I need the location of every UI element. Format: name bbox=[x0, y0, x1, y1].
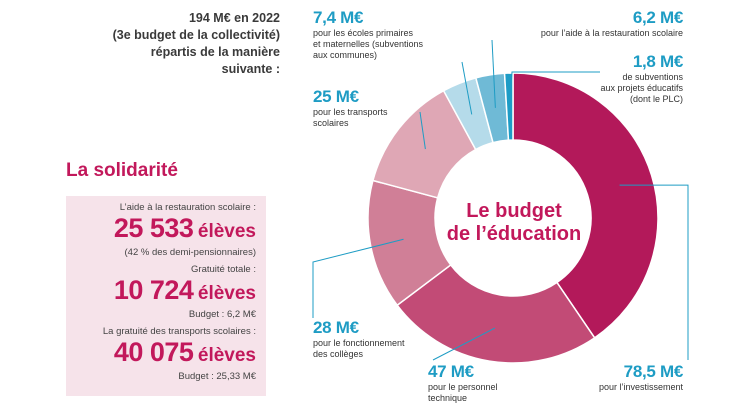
slice-desc: aux communes) bbox=[313, 50, 378, 60]
leader-line-investissement bbox=[619, 184, 689, 360]
leader-line-restauration bbox=[491, 39, 496, 108]
donut-slice-personnel bbox=[396, 263, 596, 364]
callout-investissement: 78,5 M€ pour l’investissement bbox=[599, 362, 683, 393]
solidarity-note: (42 % des demi-pensionnaires) bbox=[124, 247, 256, 258]
donut-center-line-2: de l’éducation bbox=[446, 223, 582, 245]
slice-desc: des collèges bbox=[313, 349, 364, 359]
solidarity-block-meals: L’aide à la restauration scolaire : 25 5… bbox=[114, 202, 256, 259]
slice-desc: aux projets éducatifs bbox=[600, 83, 683, 93]
slice-desc: et maternelles (subventions bbox=[313, 39, 424, 49]
slice-desc: de subventions bbox=[622, 72, 683, 82]
slice-value-label: 6,2 M€ bbox=[632, 8, 683, 27]
intro-text: 194 M€ en 2022 (3e budget de la collecti… bbox=[70, 10, 280, 78]
solidarity-block-free: Gratuité totale : 10 724 élèves Budget :… bbox=[114, 264, 256, 321]
solidarity-block-transport: La gratuité des transports scolaires : 4… bbox=[103, 326, 256, 383]
slice-desc: scolaires bbox=[313, 118, 349, 128]
donut-center-text: Le budget de l’éducation bbox=[440, 200, 588, 246]
solidarity-number: 10 724 bbox=[113, 275, 194, 305]
slice-desc: pour les transports bbox=[313, 107, 388, 117]
callout-transports: 25 M€ pour les transports scolaires bbox=[313, 87, 388, 129]
solidarity-title: La solidarité bbox=[66, 160, 178, 181]
slice-desc: (dont le PLC) bbox=[629, 94, 683, 104]
leader-line-personnel bbox=[432, 327, 496, 361]
solidarity-number: 40 075 bbox=[113, 337, 194, 367]
leader-line-subventions bbox=[509, 71, 600, 107]
intro-line-3: répartis de la manière bbox=[150, 45, 280, 59]
solidarity-label: L’aide à la restauration scolaire : bbox=[119, 202, 256, 213]
solidarity-unit: élèves bbox=[197, 345, 256, 366]
solidarity-panel: L’aide à la restauration scolaire : 25 5… bbox=[66, 196, 266, 396]
solidarity-unit: élèves bbox=[197, 221, 256, 242]
intro-line-2: (3e budget de la collectivité) bbox=[112, 28, 280, 42]
slice-value-label: 25 M€ bbox=[313, 87, 359, 106]
solidarity-unit: élèves bbox=[197, 283, 256, 304]
intro-line-4: suivante : bbox=[221, 62, 280, 76]
callout-subventions: 1,8 M€ de subventions aux projets éducat… bbox=[600, 52, 683, 105]
solidarity-note: Budget : 25,33 M€ bbox=[178, 371, 256, 382]
donut-slice-investissement bbox=[512, 72, 659, 339]
slice-value-label: 28 M€ bbox=[313, 318, 359, 337]
slice-desc: pour l’investissement bbox=[598, 382, 683, 392]
slice-desc: pour l’aide à la restauration scolaire bbox=[540, 28, 683, 38]
slice-value-label: 47 M€ bbox=[428, 362, 474, 381]
callout-restauration: 6,2 M€ pour l’aide à la restauration sco… bbox=[541, 8, 683, 39]
solidarity-figure: 40 075 élèves bbox=[103, 338, 256, 371]
leader-line-fonctionnement bbox=[312, 238, 404, 318]
solidarity-note: Budget : 6,2 M€ bbox=[188, 309, 256, 320]
slice-value-label: 1,8 M€ bbox=[632, 52, 683, 71]
leader-line-transports bbox=[419, 111, 426, 150]
solidarity-label: Gratuité totale : bbox=[191, 264, 256, 275]
slice-desc: pour les écoles primaires bbox=[313, 28, 414, 38]
leader-line-ecoles bbox=[461, 61, 473, 115]
callout-ecoles: 7,4 M€ pour les écoles primaires et mate… bbox=[313, 8, 423, 61]
slice-desc: pour le personnel bbox=[428, 382, 498, 392]
slice-value-label: 7,4 M€ bbox=[313, 8, 364, 27]
donut-center-line-1: Le budget bbox=[466, 200, 562, 222]
solidarity-label: La gratuité des transports scolaires : bbox=[102, 326, 256, 337]
callout-fonctionnement: 28 M€ pour le fonctionnement des collège… bbox=[313, 318, 405, 360]
slice-value-label: 78,5 M€ bbox=[623, 362, 684, 381]
solidarity-figure: 10 724 élèves bbox=[114, 276, 256, 309]
callout-personnel: 47 M€ pour le personnel technique bbox=[428, 362, 498, 404]
solidarity-figure: 25 533 élèves bbox=[114, 214, 256, 247]
slice-desc: technique bbox=[428, 393, 468, 403]
solidarity-number: 25 533 bbox=[113, 213, 194, 243]
intro-line-1: 194 M€ en 2022 bbox=[188, 11, 280, 25]
slice-desc: pour le fonctionnement bbox=[313, 338, 405, 348]
